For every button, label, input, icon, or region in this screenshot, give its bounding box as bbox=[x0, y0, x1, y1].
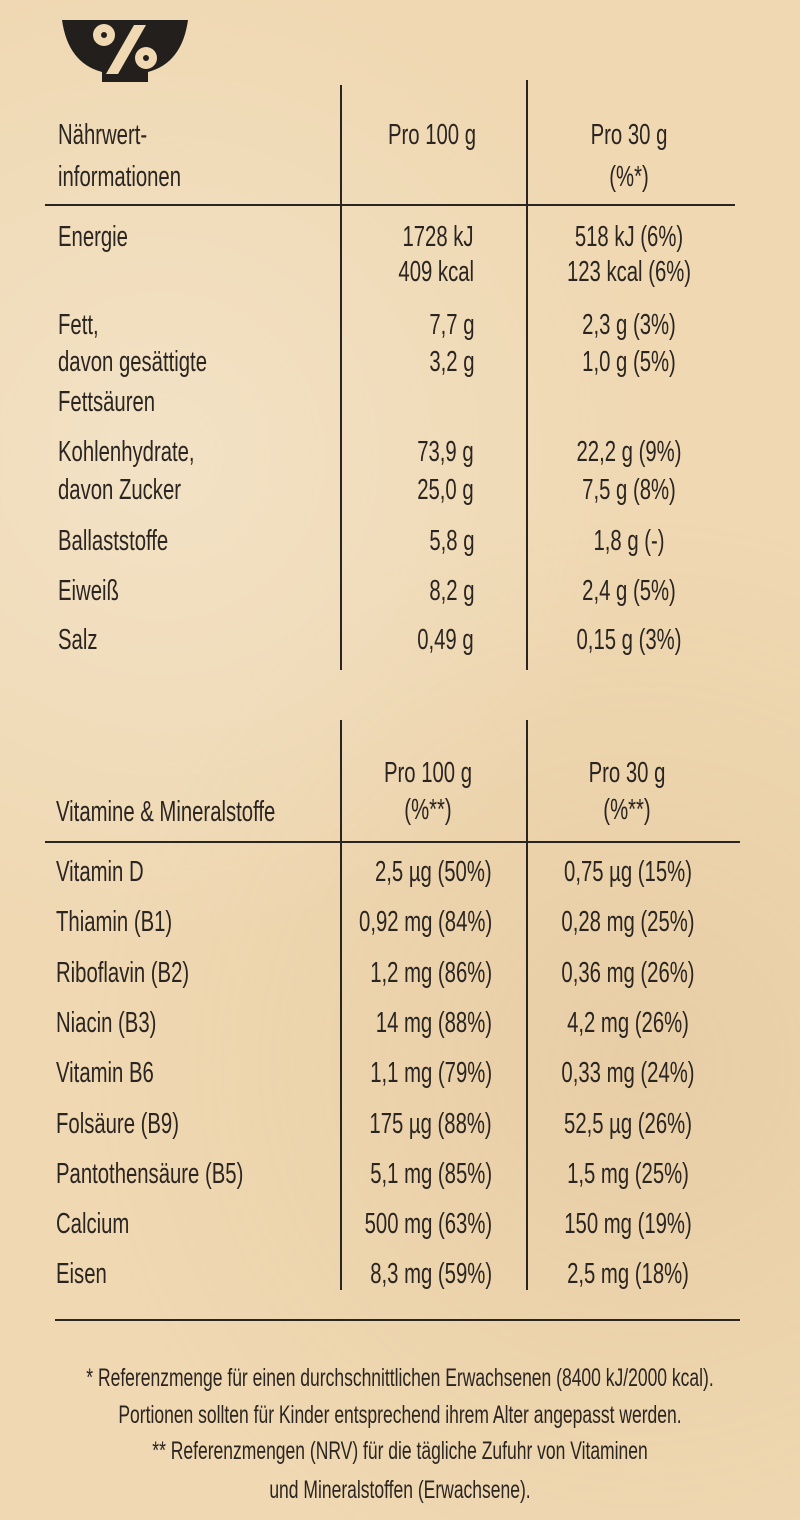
value-per-30g: 1,0 g (5%) bbox=[582, 346, 676, 378]
value-per-30g: 518 kJ (6%) bbox=[574, 221, 684, 253]
value-per-100g: 14 mg (88%) bbox=[375, 1006, 492, 1039]
header-divider bbox=[45, 204, 735, 206]
value-per-100g: 8,3 mg (59%) bbox=[370, 1258, 492, 1291]
row-label: Salz bbox=[58, 624, 98, 656]
value-per-100g: 2,5 µg (50%) bbox=[375, 856, 492, 888]
header-per-100g-percent: (%**) bbox=[404, 794, 452, 826]
value-per-100g: 25,0 g bbox=[417, 474, 474, 506]
row-label: Calcium bbox=[56, 1208, 130, 1241]
value-per-100g: 7,7 g bbox=[428, 309, 474, 341]
footnote: und Mineralstoffen (Erwachsene). bbox=[269, 1476, 531, 1504]
row-label: Fettsäuren bbox=[58, 386, 156, 418]
value-per-100g: 1,1 mg (79%) bbox=[370, 1057, 492, 1090]
header-per-30g-percent: (%*) bbox=[609, 161, 649, 193]
column-divider bbox=[526, 80, 528, 670]
footnote: * Referenzmenge für einen durchschnittli… bbox=[86, 1364, 714, 1392]
value-per-30g: 2,4 g (5%) bbox=[582, 575, 676, 607]
value-per-100g: 3,2 g bbox=[428, 346, 474, 378]
value-per-100g: 1,2 mg (86%) bbox=[370, 956, 492, 989]
header-label: Vitamine & Mineralstoffe bbox=[56, 796, 276, 828]
value-per-100g: 5,1 mg (85%) bbox=[370, 1157, 492, 1190]
row-label: Thiamin (B1) bbox=[56, 906, 173, 939]
value-per-30g: 4,2 mg (26%) bbox=[567, 1006, 689, 1039]
value-per-30g: 0,33 mg (24%) bbox=[561, 1057, 695, 1090]
percent-bowl-icon bbox=[62, 20, 188, 82]
row-label: Eiweiß bbox=[58, 575, 119, 607]
value-per-100g: 175 µg (88%) bbox=[369, 1107, 492, 1140]
value-per-30g: 22,2 g (9%) bbox=[576, 436, 682, 468]
value-per-30g: 0,36 mg (26%) bbox=[561, 956, 695, 989]
value-per-30g: 0,28 mg (25%) bbox=[561, 906, 695, 939]
value-per-30g: 7,5 g (8%) bbox=[582, 474, 676, 506]
row-label: Pantothensäure (B5) bbox=[56, 1157, 244, 1190]
header-per-30g-percent: (%**) bbox=[603, 794, 651, 826]
header-per-30g: Pro 30 g bbox=[590, 119, 668, 151]
row-label: davon gesättigte bbox=[58, 346, 207, 378]
row-label: Folsäure (B9) bbox=[56, 1107, 179, 1140]
value-per-100g: 73,9 g bbox=[417, 436, 474, 468]
value-per-100g: 8,2 g bbox=[428, 575, 474, 607]
value-per-30g: 0,15 g (3%) bbox=[576, 624, 682, 656]
value-per-100g: 500 mg (63%) bbox=[364, 1208, 492, 1241]
header-divider bbox=[45, 841, 740, 843]
value-per-30g: 0,75 µg (15%) bbox=[564, 856, 692, 888]
value-per-30g: 2,5 mg (18%) bbox=[567, 1258, 689, 1291]
value-per-30g: 1,5 mg (25%) bbox=[567, 1157, 689, 1190]
row-label: Ballaststoffe bbox=[58, 525, 169, 557]
bottom-divider bbox=[55, 1319, 740, 1321]
header-label: informationen bbox=[58, 161, 182, 193]
value-per-100g: 0,92 mg (84%) bbox=[358, 906, 492, 939]
header-per-100g: Pro 100 g bbox=[383, 757, 473, 789]
value-per-30g: 2,3 g (3%) bbox=[582, 309, 676, 341]
column-divider bbox=[526, 720, 528, 1290]
column-divider bbox=[340, 720, 342, 1290]
row-label: Riboflavin (B2) bbox=[56, 956, 190, 989]
header-per-100g: Pro 100 g bbox=[387, 119, 477, 151]
header-per-30g: Pro 30 g bbox=[588, 757, 666, 789]
row-label: Vitamin B6 bbox=[56, 1057, 154, 1090]
row-label: Fett, bbox=[58, 309, 99, 341]
row-label: Kohlenhydrate, bbox=[58, 436, 195, 468]
header-label: Nährwert- bbox=[58, 119, 148, 151]
value-per-30g: 150 mg (19%) bbox=[564, 1208, 692, 1241]
value-per-30g: 123 kcal (6%) bbox=[566, 256, 692, 288]
value-per-100g: 409 kcal bbox=[398, 256, 474, 288]
value-per-100g: 0,49 g bbox=[417, 624, 474, 656]
row-label: Energie bbox=[58, 221, 128, 253]
row-label: Vitamin D bbox=[56, 856, 144, 888]
footnote: ** Referenzmengen (NRV) für die tägliche… bbox=[152, 1437, 648, 1465]
value-per-30g: 52,5 µg (26%) bbox=[564, 1107, 692, 1140]
row-label: davon Zucker bbox=[58, 474, 181, 506]
value-per-30g: 1,8 g (-) bbox=[593, 525, 665, 557]
value-per-100g: 1728 kJ bbox=[402, 221, 474, 253]
footnote: Portionen sollten für Kinder entsprechen… bbox=[118, 1401, 682, 1429]
column-divider bbox=[340, 85, 342, 670]
row-label: Niacin (B3) bbox=[56, 1006, 157, 1039]
value-per-100g: 5,8 g bbox=[428, 525, 474, 557]
row-label: Eisen bbox=[56, 1258, 107, 1291]
